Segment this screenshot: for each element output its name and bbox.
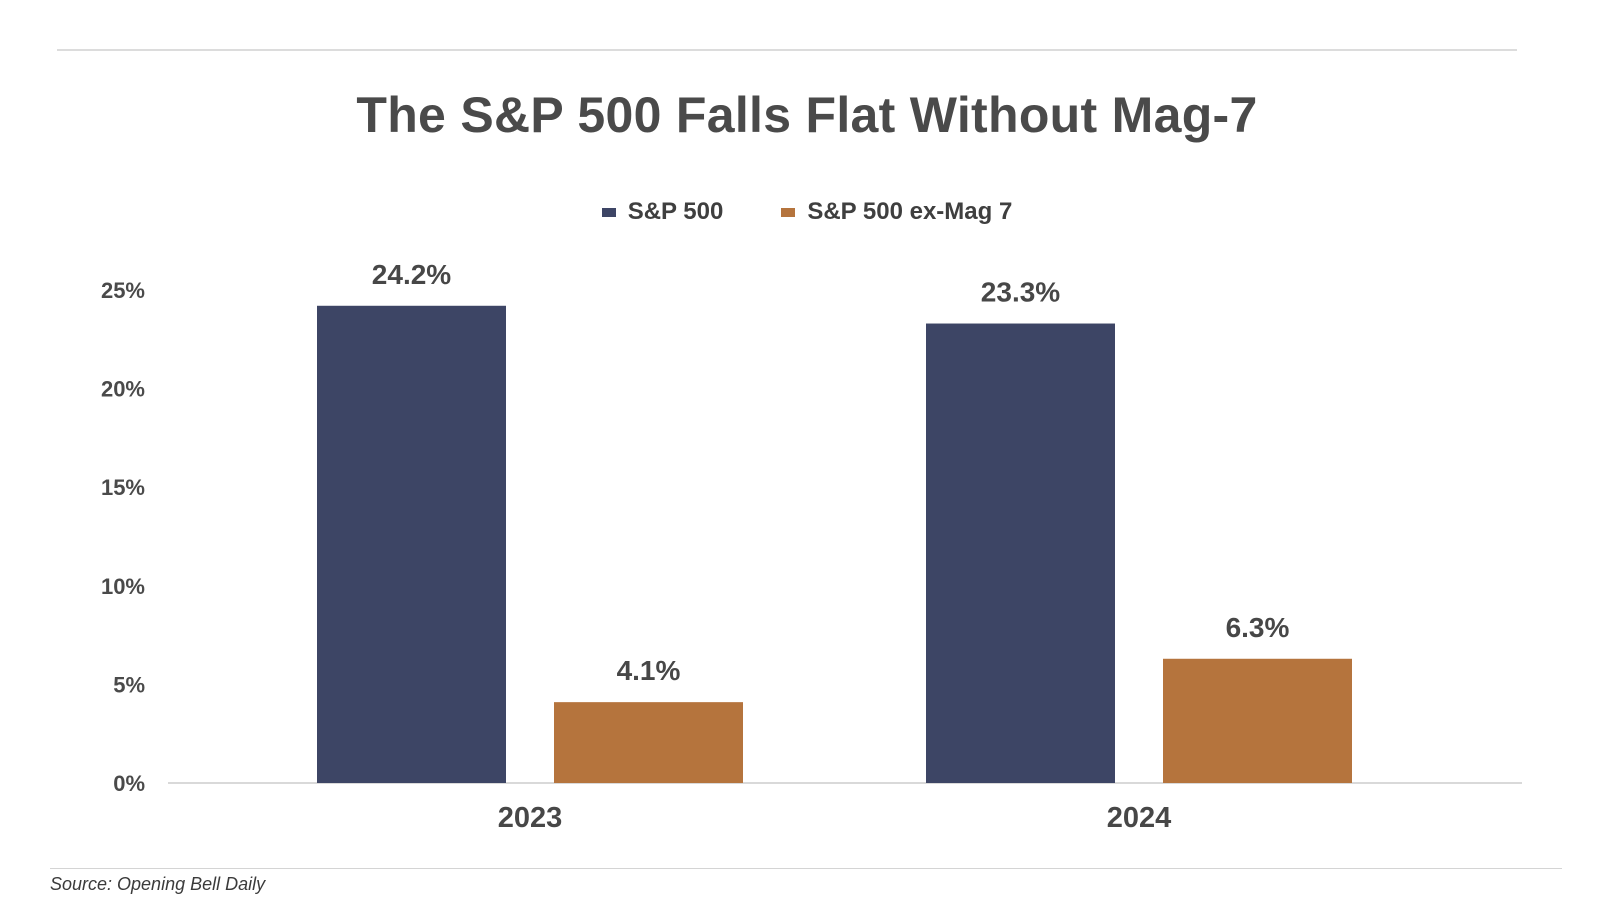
data-label: 24.2% [372, 259, 451, 290]
bottom-divider [50, 868, 1562, 869]
y-tick-label: 10% [101, 574, 145, 599]
x-tick-label: 2023 [498, 802, 563, 834]
legend-label-ex-mag7: S&P 500 ex-Mag 7 [807, 198, 1013, 225]
top-divider [57, 49, 1517, 51]
legend-label-sp500: S&P 500 [627, 198, 724, 225]
y-tick-label: 25% [101, 278, 145, 303]
data-label: 6.3% [1226, 612, 1290, 643]
bar-ex-mag7-2024 [1163, 658, 1352, 783]
data-label: 4.1% [617, 655, 681, 686]
legend-item-sp500: S&P 500 [601, 198, 724, 226]
legend-swatch-ex-mag7 [781, 207, 796, 217]
y-tick-label: 15% [101, 475, 145, 500]
x-tick-label: 2024 [1107, 802, 1172, 834]
y-tick-label: 5% [113, 672, 145, 697]
y-tick-label: 20% [101, 377, 145, 402]
y-tick-label: 0% [113, 771, 145, 796]
bar-sp500-2024 [926, 323, 1115, 783]
data-label: 23.3% [981, 277, 1060, 308]
legend-item-ex-mag7: S&P 500 ex-Mag 7 [781, 198, 1012, 226]
bar-ex-mag7-2023 [554, 702, 743, 783]
bar-sp500-2023 [317, 305, 506, 783]
source-note: Source: Opening Bell Daily [50, 874, 266, 894]
legend-swatch-sp500 [601, 207, 616, 217]
legend: S&P 500 S&P 500 ex-Mag 7 [0, 198, 1600, 226]
chart-title: The S&P 500 Falls Flat Without Mag-7 [356, 87, 1258, 143]
